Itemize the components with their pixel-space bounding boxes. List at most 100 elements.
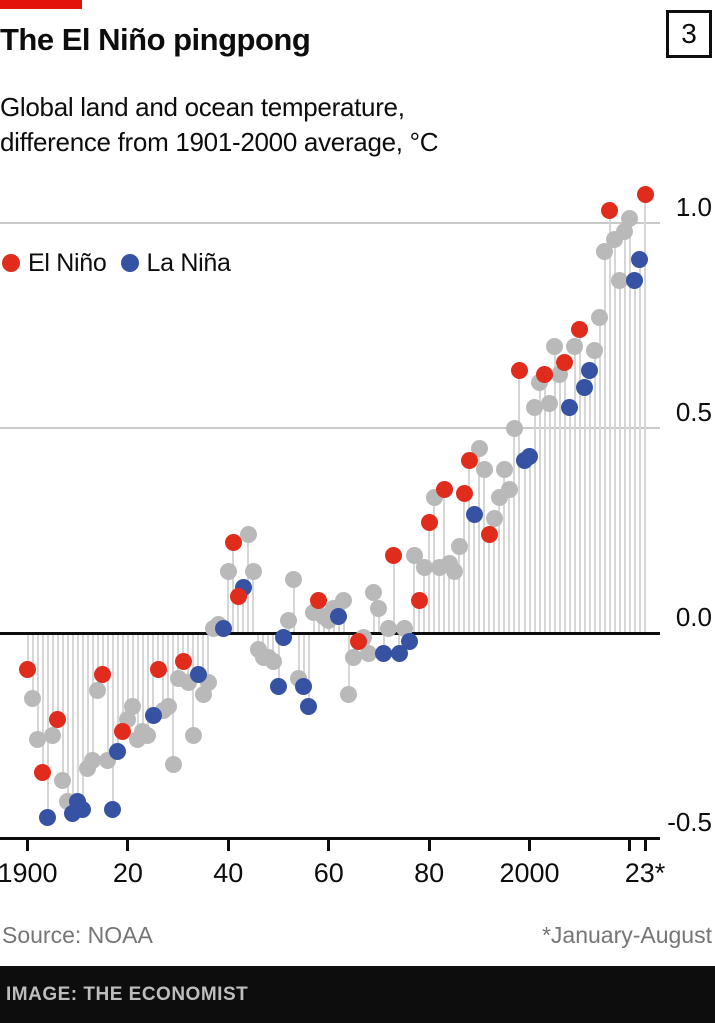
- data-dot-2008-la-niña: [561, 399, 579, 416]
- data-dot-1986-neutral: [450, 538, 468, 556]
- data-dot-1998-el-niño: [510, 362, 528, 380]
- legend-item-el-nino: El Niño: [2, 249, 107, 278]
- stem-2020: [628, 218, 631, 633]
- data-dot-1940-neutral: [219, 563, 237, 580]
- stem-2009: [573, 346, 576, 633]
- stem-1940: [227, 571, 230, 633]
- stem-1986: [458, 546, 461, 633]
- data-dot-1971-la-niña: [375, 645, 393, 662]
- data-dot-2015-neutral: [596, 243, 614, 261]
- stem-2017: [613, 239, 616, 633]
- stem-1956: [307, 633, 310, 707]
- stem-1992: [488, 534, 491, 633]
- data-dot-1962-la-niña: [330, 608, 348, 626]
- stem-2005: [553, 346, 556, 633]
- stem-1903: [41, 633, 44, 773]
- data-dot-1958-el-niño: [310, 591, 328, 609]
- x-tick-label-2000: 2000: [499, 858, 560, 888]
- data-dot-2012-la-niña: [581, 362, 599, 380]
- data-dot-1964-neutral: [340, 686, 358, 703]
- data-dot-1955-la-niña: [295, 677, 313, 695]
- stem-1917: [111, 633, 114, 810]
- data-dot-1985-neutral: [445, 563, 463, 580]
- data-dot-2020-neutral: [621, 210, 639, 228]
- data-dot-1901-neutral: [24, 690, 42, 708]
- data-dot-1966-el-niño: [350, 632, 368, 650]
- stem-1926: [157, 633, 160, 670]
- stem-1914: [96, 633, 99, 691]
- subtitle-line-1: Global land and ocean temperature,: [0, 92, 405, 122]
- stem-1998: [518, 370, 521, 633]
- stem-2016: [608, 210, 611, 633]
- data-dot-1921-neutral: [124, 698, 142, 716]
- stem-1915: [101, 633, 104, 674]
- stem-2001: [533, 407, 536, 633]
- footnote-label: *January-August: [541, 922, 712, 948]
- credit-label: IMAGE: THE ECONOMIST: [6, 983, 249, 1005]
- stem-1904: [46, 633, 49, 818]
- legend: El Niño La Niña: [2, 248, 231, 278]
- stem-1931: [182, 633, 185, 662]
- x-tick-1900: [26, 838, 29, 851]
- data-dot-1904-la-niña: [39, 809, 57, 826]
- x-tick-label-1900: 1900: [0, 858, 58, 888]
- stem-1919: [121, 633, 124, 732]
- stem-1996: [508, 489, 511, 633]
- data-dot-2014-neutral: [591, 308, 609, 326]
- stem-1984: [448, 563, 451, 633]
- stem-1997: [513, 428, 516, 633]
- stem-1985: [453, 571, 456, 633]
- stem-1908: [66, 633, 69, 802]
- data-dot-2018-neutral: [611, 271, 629, 289]
- data-dot-2016-el-niño: [601, 202, 619, 220]
- data-dot-2004-neutral: [541, 394, 559, 412]
- data-dot-1900-el-niño: [19, 661, 36, 679]
- data-dot-1996-neutral: [500, 481, 518, 498]
- data-dot-1902-neutral: [29, 731, 47, 749]
- x-tick-2023: [643, 838, 647, 851]
- data-dot-1953-neutral: [285, 571, 303, 589]
- data-dot-2021-la-niña: [626, 271, 644, 289]
- source-label: Source: NOAA: [2, 922, 153, 948]
- x-tick-label-1920: 20: [112, 858, 143, 888]
- data-dot-1906-el-niño: [49, 710, 67, 728]
- stem-2010: [578, 329, 581, 633]
- data-dot-1992-el-niño: [480, 526, 498, 544]
- data-dot-1928-neutral: [159, 698, 177, 716]
- plot-area: 1.0 0.5 0.0 -0.5 1900 20 40 60 80 2000 23*: [0, 150, 715, 890]
- data-dot-2000-la-niña: [521, 448, 539, 466]
- stem-1987: [463, 493, 466, 633]
- data-dot-1942-el-niño: [229, 587, 247, 605]
- data-dot-1951-la-niña: [275, 628, 293, 646]
- data-dot-1987-el-niño: [455, 485, 473, 503]
- stem-2014: [598, 317, 601, 633]
- stem-1993: [493, 518, 496, 633]
- stem-1943: [242, 587, 245, 633]
- data-dot-1919-el-niño: [114, 722, 132, 740]
- stem-1953: [292, 579, 295, 633]
- stem-1922: [136, 633, 139, 740]
- data-dot-1926-el-niño: [149, 661, 167, 679]
- credit-bar: IMAGE: THE ECONOMIST: [0, 966, 715, 1023]
- stem-2007: [563, 362, 566, 633]
- x-tick-label-1960: 60: [313, 858, 344, 888]
- y-axis-label--0.5: -0.5: [667, 807, 712, 837]
- x-tick-1960: [327, 838, 331, 851]
- data-dot-2010-el-niño: [571, 321, 589, 339]
- stem-2006: [558, 374, 561, 633]
- la-nina-label: La Niña: [146, 248, 231, 277]
- stem-1994: [498, 497, 501, 633]
- data-dot-1907-neutral: [54, 772, 72, 790]
- stem-2000: [528, 456, 531, 633]
- stem-1900: [26, 633, 29, 670]
- data-dot-1918-la-niña: [109, 743, 127, 761]
- stem-1935: [202, 633, 205, 695]
- stem-2003: [543, 374, 546, 633]
- x-tick-label-1980: 80: [414, 858, 445, 888]
- stem-1991: [483, 469, 486, 633]
- stem-1910: [76, 633, 79, 802]
- stem-2008: [568, 407, 571, 633]
- stem-2002: [538, 382, 541, 633]
- stem-1909: [71, 633, 74, 814]
- x-tick-label-2023: 23*: [624, 858, 666, 888]
